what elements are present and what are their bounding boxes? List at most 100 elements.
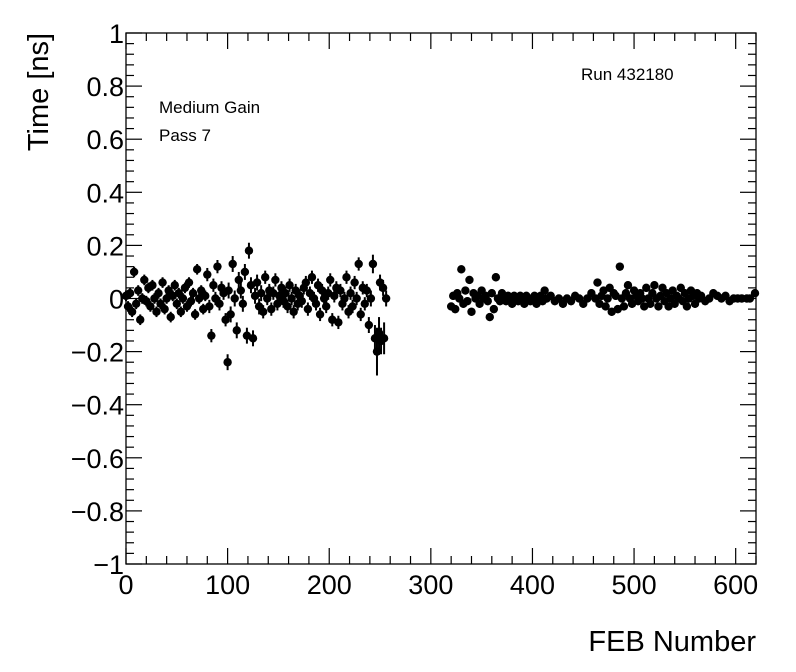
y-tick-label: 1 <box>109 19 124 49</box>
data-point <box>228 256 237 272</box>
data-marker <box>186 296 196 306</box>
data-marker <box>381 294 391 303</box>
data-point <box>230 290 239 307</box>
data-marker <box>146 302 155 311</box>
data-marker <box>615 262 625 271</box>
data-marker <box>236 286 246 295</box>
data-point <box>352 291 361 306</box>
data-point <box>271 273 280 287</box>
data-points <box>121 242 760 376</box>
data-marker <box>234 275 243 285</box>
data-point <box>170 279 179 291</box>
data-point <box>750 288 760 298</box>
data-marker <box>203 270 212 279</box>
data-marker <box>158 278 167 287</box>
data-point <box>491 273 501 282</box>
data-point <box>307 270 317 284</box>
x-tick-label: 400 <box>510 570 555 600</box>
data-point <box>334 315 343 330</box>
data-point <box>136 314 145 326</box>
data-point <box>209 278 218 292</box>
data-marker <box>205 302 214 311</box>
data-marker <box>170 281 179 290</box>
data-point <box>326 273 335 287</box>
data-point <box>465 275 474 285</box>
gain-annotation: Medium Gain <box>159 98 260 117</box>
data-point <box>172 298 182 310</box>
data-marker <box>315 310 325 319</box>
data-marker <box>457 265 466 274</box>
x-tick-label: 200 <box>307 570 352 600</box>
data-marker <box>646 299 655 309</box>
data-marker <box>207 331 216 340</box>
data-marker <box>348 302 357 311</box>
data-marker <box>252 278 262 287</box>
data-point <box>152 306 161 318</box>
data-point <box>188 287 198 299</box>
data-marker <box>230 294 239 303</box>
data-marker <box>148 281 157 290</box>
data-marker <box>258 307 268 316</box>
y-tick-label: 0.2 <box>86 231 124 261</box>
data-point <box>287 291 296 306</box>
data-point <box>248 330 258 347</box>
data-point <box>303 302 313 316</box>
data-point <box>646 299 655 309</box>
data-point <box>213 260 222 274</box>
data-marker <box>125 288 135 298</box>
data-point <box>366 290 376 307</box>
data-marker <box>248 334 258 343</box>
data-point <box>540 286 549 295</box>
data-point <box>224 282 233 299</box>
pass-annotation: Pass 7 <box>159 126 211 145</box>
x-axis-title: FEB Number <box>588 626 756 658</box>
data-point <box>223 354 232 371</box>
data-point <box>207 329 216 343</box>
data-marker <box>176 307 186 316</box>
data-marker <box>131 299 141 309</box>
data-marker <box>224 286 233 295</box>
data-marker <box>226 310 235 319</box>
data-marker <box>366 294 376 303</box>
data-marker <box>334 318 343 327</box>
y-tick-label: −0.6 <box>71 444 124 474</box>
data-point <box>178 293 188 304</box>
data-marker <box>172 299 182 309</box>
y-tick-label: 0.4 <box>86 178 124 208</box>
data-point <box>140 274 149 286</box>
data-marker <box>750 288 760 298</box>
data-marker <box>160 304 169 314</box>
data-marker <box>136 315 145 324</box>
data-marker <box>682 302 692 311</box>
data-marker <box>303 304 313 314</box>
data-point <box>463 296 472 306</box>
data-point <box>267 302 276 316</box>
data-point <box>252 274 262 291</box>
data-point <box>154 287 163 299</box>
data-point <box>457 265 466 274</box>
data-point <box>489 304 499 314</box>
data-point <box>745 294 755 303</box>
data-point <box>131 298 141 310</box>
data-marker <box>350 278 359 287</box>
data-point <box>129 266 139 278</box>
data-point <box>311 297 321 311</box>
data-point <box>315 307 325 322</box>
data-point <box>244 242 254 259</box>
data-marker <box>215 299 224 309</box>
data-marker <box>188 288 198 298</box>
data-point <box>593 278 602 287</box>
data-point <box>289 305 298 319</box>
data-marker <box>301 278 311 287</box>
y-tick-label: −0.2 <box>71 338 124 368</box>
data-marker <box>364 320 374 330</box>
data-point <box>342 270 351 284</box>
y-tick-label: 0.8 <box>86 72 124 102</box>
x-tick-label: 600 <box>713 570 758 600</box>
data-marker <box>451 304 460 314</box>
data-point <box>623 281 633 290</box>
data-point <box>226 306 235 323</box>
data-marker <box>256 288 266 298</box>
data-marker <box>362 286 372 295</box>
y-tick-label: 0.6 <box>86 125 124 155</box>
